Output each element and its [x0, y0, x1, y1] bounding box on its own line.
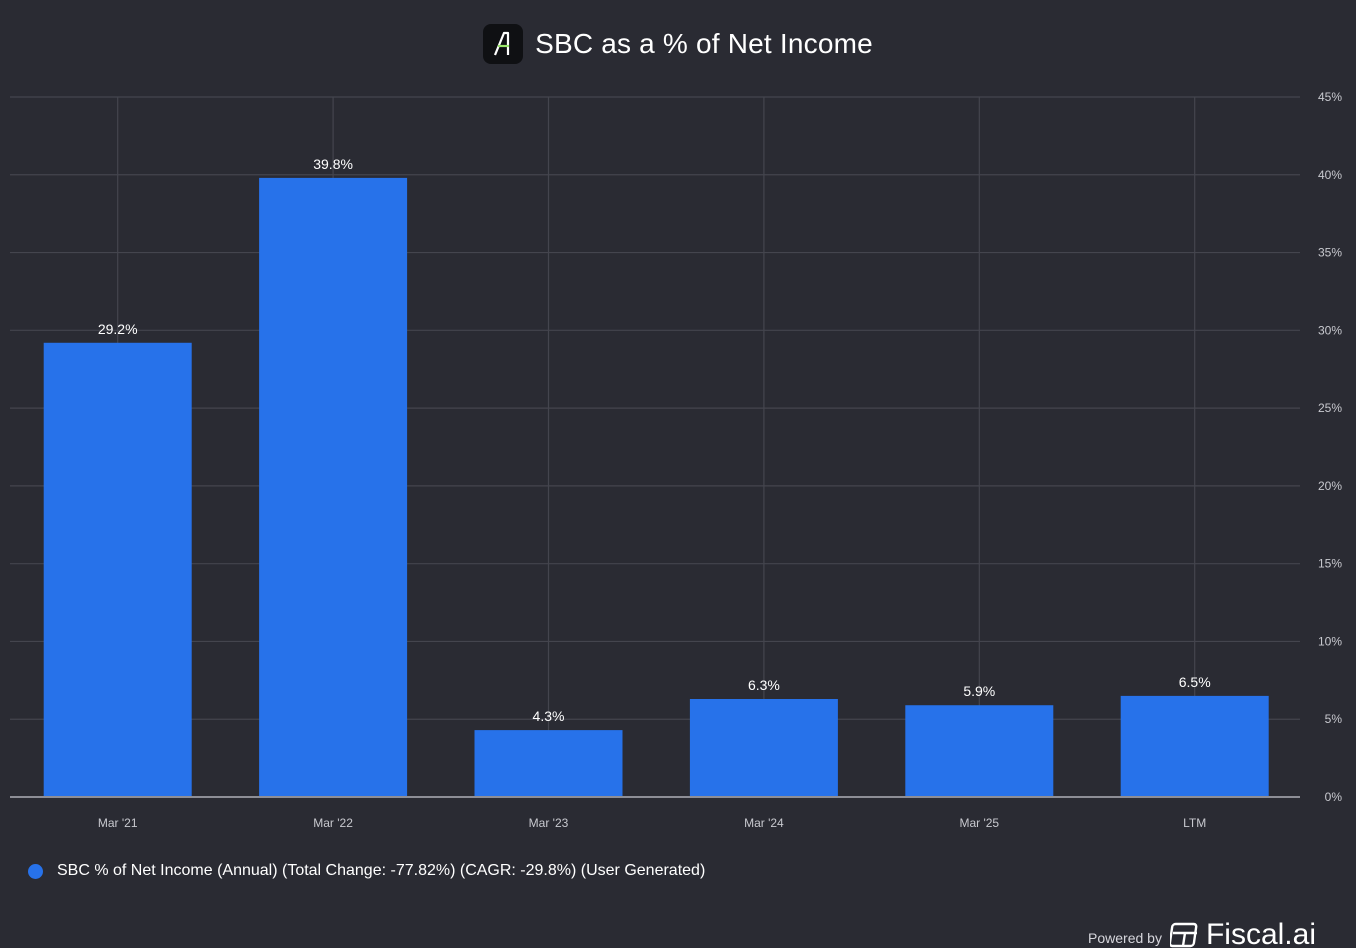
bar	[689, 699, 838, 797]
bar	[474, 730, 623, 797]
y-tick-label: 10%	[1318, 634, 1342, 648]
bar-chart: 0% 5% 10% 15% 20% 25% 30% 35% 40% 45% 29.2% Mar '21…	[10, 90, 1343, 830]
legend-label: SBC % of Net Income (Annual) (Total Chan…	[57, 862, 706, 879]
chart-title: SBC as a % of Net Income	[535, 28, 873, 59]
bar	[43, 342, 192, 797]
bar	[259, 177, 408, 797]
powered-by-footer[interactable]: Powered by Fiscal.ai	[1088, 912, 1316, 948]
bar	[1120, 695, 1269, 797]
x-tick-label: Mar '21	[98, 816, 138, 830]
y-tick-label: 20%	[1318, 479, 1342, 493]
powered-by-label: Powered by	[1088, 930, 1162, 946]
y-tick-label: 25%	[1318, 401, 1342, 415]
legend-marker	[28, 863, 43, 879]
bar-value-label: 4.3%	[533, 708, 565, 724]
x-tick-label: Mar '25	[959, 816, 999, 830]
brand-name: Fiscal.ai	[1205, 918, 1316, 948]
bar-value-label: 29.2%	[98, 321, 138, 337]
brand-logo[interactable]: Fiscal.ai	[1169, 918, 1316, 948]
x-tick-label: Mar '24	[744, 816, 784, 830]
y-tick-label: 30%	[1318, 323, 1342, 337]
bar-value-label: 39.8%	[313, 156, 353, 172]
y-tick-label: 40%	[1318, 168, 1342, 182]
y-tick-label: 45%	[1318, 90, 1342, 104]
bar-value-label: 5.9%	[963, 683, 995, 699]
bar	[905, 705, 1054, 797]
app-logo-icon	[483, 24, 524, 64]
chart-header: SBC as a % of Net Income	[0, 22, 1356, 66]
y-tick-label: 5%	[1325, 712, 1343, 726]
y-tick-label: 35%	[1318, 246, 1342, 260]
bar-value-label: 6.5%	[1179, 674, 1211, 690]
chart-legend[interactable]: SBC % of Net Income (Annual) (Total Chan…	[28, 862, 705, 880]
y-tick-label: 0%	[1325, 790, 1343, 804]
x-tick-label: LTM	[1183, 816, 1206, 830]
bar-value-label: 6.3%	[748, 677, 780, 693]
fiscal-ai-logo-icon	[1169, 922, 1198, 948]
x-tick-label: Mar '23	[529, 816, 569, 830]
x-tick-label: Mar '22	[313, 816, 353, 830]
y-tick-label: 15%	[1318, 557, 1342, 571]
